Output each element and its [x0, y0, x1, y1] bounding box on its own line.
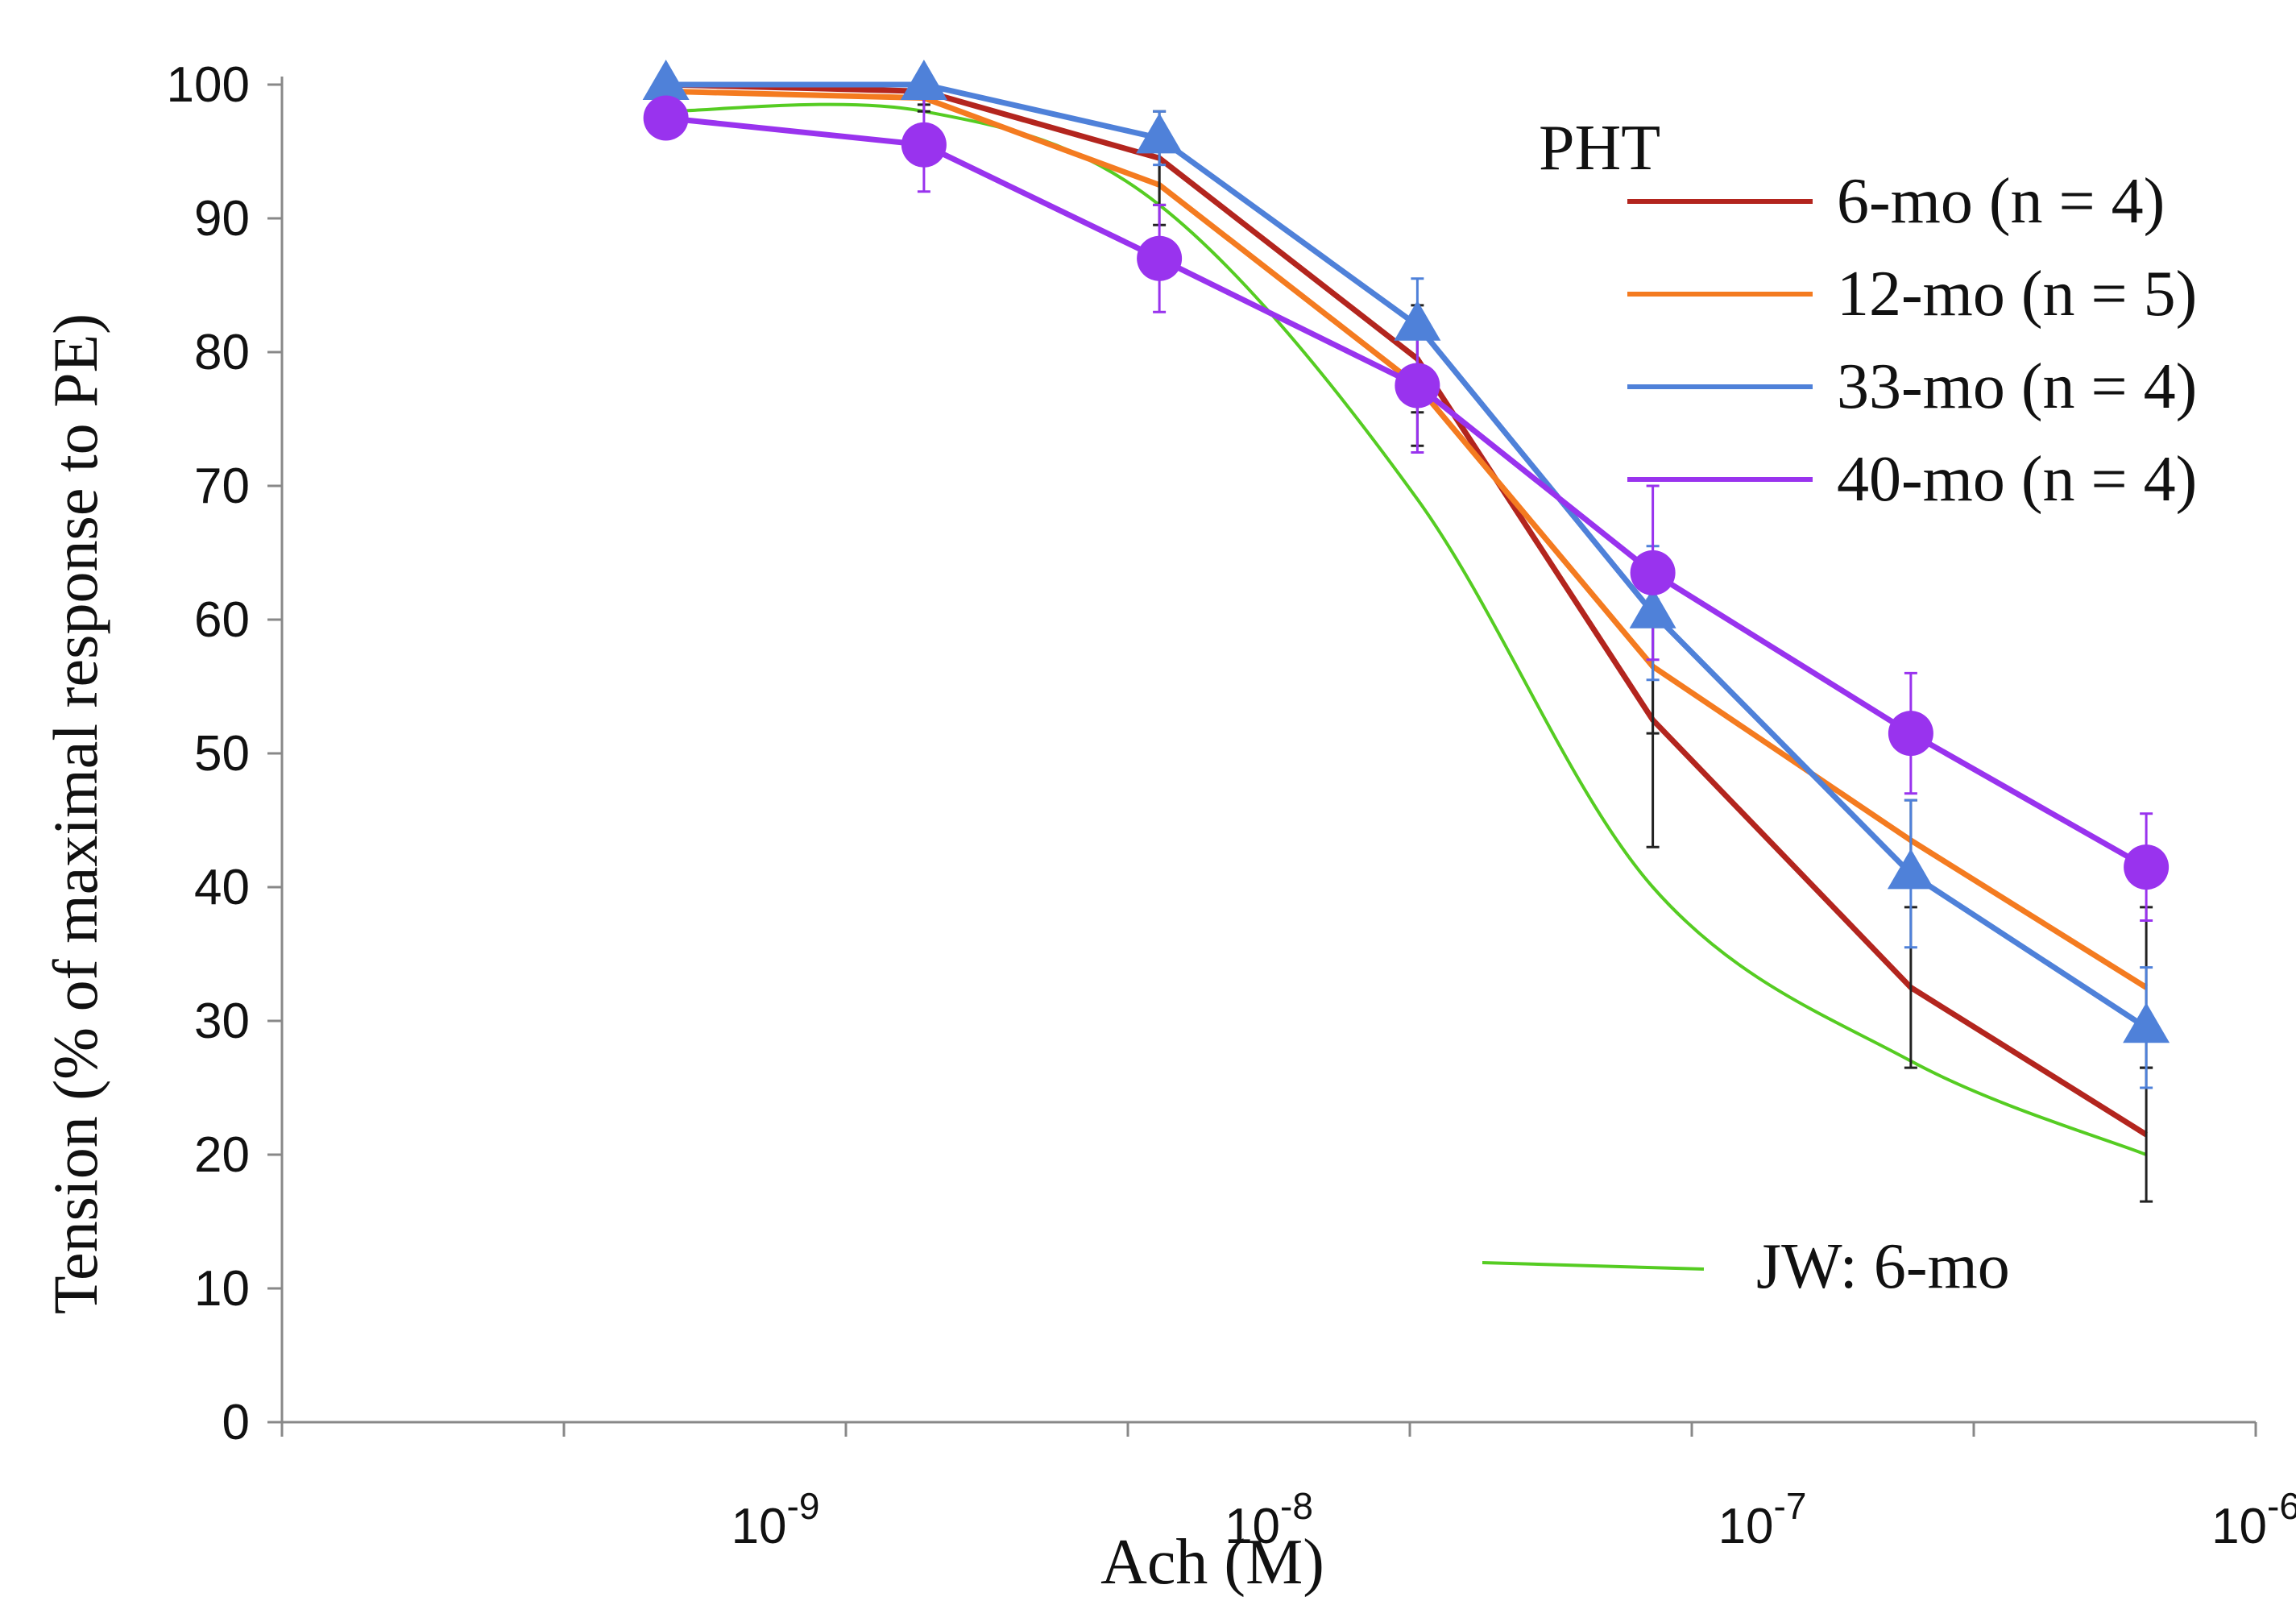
data-point-33-mo-n-4: [900, 60, 947, 100]
y-axis-label: Tension (% of maximal response to PE): [40, 313, 110, 1314]
x-tick-label: 10-9: [731, 1485, 820, 1554]
data-point-33-mo-n-4: [1394, 300, 1441, 341]
y-tick-label: 0: [222, 1395, 250, 1450]
legend-title: PHT: [1539, 113, 1660, 184]
data-point-40-mo-n-4: [2124, 844, 2170, 890]
legend-label-40-mo-n-4: 40-mo (n = 4): [1837, 444, 2197, 515]
y-tick-label: 10: [194, 1261, 250, 1317]
data-point-33-mo-n-4: [642, 60, 690, 100]
legend-label-6-mo-n-4: 6-mo (n = 4): [1837, 166, 2165, 237]
x-tick-label: 10-8: [1225, 1485, 1313, 1554]
data-point-40-mo-n-4: [1137, 235, 1183, 281]
y-tick-label: 70: [194, 458, 250, 514]
x-tick-base: 10: [2211, 1499, 2267, 1554]
marker-layer: [642, 60, 2170, 1043]
y-tick-label: 50: [194, 726, 250, 782]
y-ticks: 0 10 20 30 40 50 60 70 80 90 100: [167, 57, 282, 1450]
x-tick-base: 10: [731, 1499, 787, 1554]
legend-label-33-mo-n-4: 33-mo (n = 4): [1837, 351, 2197, 422]
y-tick-label: 40: [194, 860, 250, 915]
x-tick-exponent: -9: [787, 1485, 820, 1527]
x-tick-exponent: -7: [1774, 1485, 1807, 1527]
y-tick-label: 60: [194, 592, 250, 648]
x-tick-exponent: -8: [1280, 1485, 1313, 1527]
series-line-6-mo-n-4: [665, 81, 2148, 1138]
legend-label-jw-6-mo: JW: 6-mo: [1756, 1231, 2010, 1302]
x-tick-label: 10-6: [2211, 1485, 2296, 1554]
data-point-40-mo-n-4: [1888, 711, 1933, 757]
legend-swatch-jw-6-mo: [1482, 1261, 1705, 1271]
data-point-40-mo-n-4: [643, 95, 689, 141]
x-axis-label: Ach (M): [1100, 1527, 1324, 1598]
y-tick-label: 20: [194, 1127, 250, 1183]
x-tick-exponent: -6: [2267, 1485, 2296, 1527]
y-tick-label: 80: [194, 325, 250, 380]
series-line-jw-6-mo: [665, 102, 2147, 1156]
data-point-33-mo-n-4: [1629, 587, 1676, 628]
legend-label-12-mo-n-5: 12-mo (n = 5): [1837, 259, 2197, 330]
legend: PHT 6-mo (n = 4) 12-mo (n = 5) 33-mo (n = …: [1482, 113, 2197, 1302]
series-layer: [665, 81, 2149, 1156]
y-tick-label: 90: [194, 191, 250, 247]
data-point-33-mo-n-4: [1887, 848, 1934, 890]
x-ticks: 10-9 10-8 10-7 10-6: [280, 1422, 2296, 1554]
data-point-40-mo-n-4: [901, 122, 947, 168]
y-tick-label: 30: [194, 994, 250, 1049]
data-point-40-mo-n-4: [1630, 550, 1676, 595]
y-tick-label: 100: [167, 57, 250, 113]
data-point-40-mo-n-4: [1395, 363, 1440, 409]
data-point-33-mo-n-4: [2123, 1002, 2170, 1043]
x-tick-label: 10-7: [1718, 1485, 1807, 1554]
errorbar-layer: [659, 77, 2153, 1203]
data-point-33-mo-n-4: [1136, 113, 1183, 154]
x-tick-base: 10: [1718, 1499, 1774, 1554]
x-tick-base: 10: [1225, 1499, 1280, 1554]
